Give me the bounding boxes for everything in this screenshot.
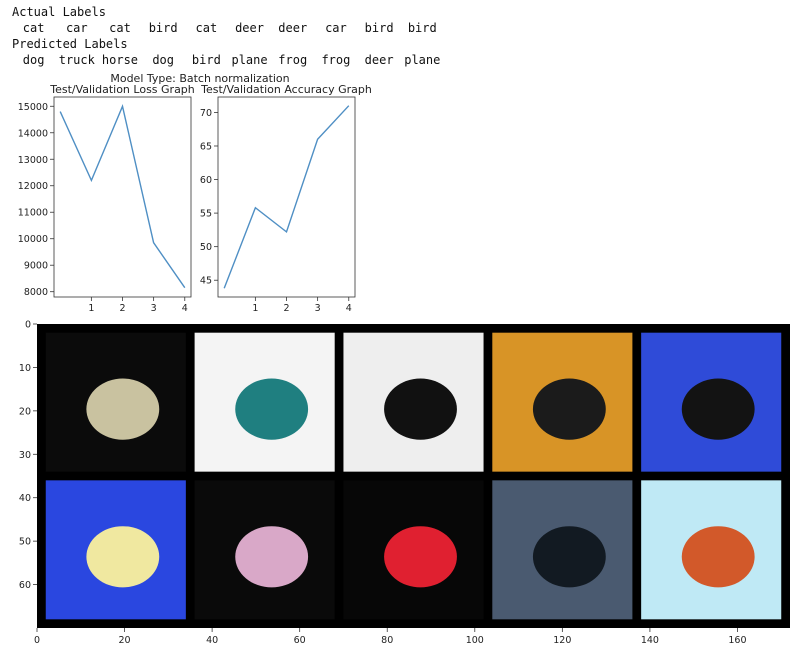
label-actual_labels-4: bird: [148, 21, 178, 35]
label-predicted_labels-8: frog: [321, 53, 351, 67]
grid-y-tick-label: 40: [19, 493, 31, 504]
label-actual_labels-8: car: [325, 21, 347, 35]
x-tick-label: 4: [346, 303, 352, 314]
figure-suptitle: Model Type: Batch normalization: [110, 72, 289, 85]
grid-x-tick-label: 80: [381, 635, 393, 646]
image-cell-1: [45, 332, 186, 472]
y-tick-label: 60: [200, 175, 212, 186]
label-predicted_labels-3: horse: [101, 53, 139, 67]
label-actual_labels-7: deer: [278, 21, 308, 35]
x-tick-label: 1: [252, 303, 258, 314]
image-cell-3: [343, 332, 484, 472]
image-cell-10: [641, 480, 782, 620]
image-cell-5: [641, 332, 782, 472]
x-tick-label: 3: [315, 303, 321, 314]
grid-x-tick-label: 140: [641, 635, 659, 646]
grid-x-tick-label: 20: [119, 635, 131, 646]
y-tick-label: 13000: [18, 155, 48, 166]
image-subject: [384, 378, 457, 440]
x-tick-label: 4: [182, 303, 188, 314]
image-subject: [86, 378, 160, 440]
label-actual_labels-6: deer: [235, 21, 264, 35]
y-tick-label: 12000: [18, 181, 48, 192]
image-subject: [532, 526, 606, 588]
label-actual_labels-2: car: [65, 21, 88, 35]
plot-frame: [217, 96, 356, 298]
image-grid-axes: 0 20 40 60 80 100 120 140 160 0 10 20 30 40 50 60: [19, 320, 790, 646]
label-actual_labels-3: cat: [109, 21, 131, 35]
x-tick-label: 1: [88, 303, 94, 314]
image-cell-9: [492, 480, 633, 620]
grid-x-tick-label: 100: [466, 635, 484, 646]
y-tick-label: 55: [200, 209, 212, 220]
label-predicted_labels-7: frog: [278, 53, 308, 67]
image-subject: [681, 378, 755, 440]
predicted-labels-header: Predicted Labels: [12, 37, 128, 51]
predicted-labels-row: dog truck horse dog bird plane frog frog deer pla…: [12, 52, 444, 68]
series-line: [59, 104, 186, 289]
grid-x-tick-label: 120: [553, 635, 571, 646]
y-tick-label: 8000: [24, 287, 48, 298]
image-cell-7: [194, 480, 335, 620]
image-subject: [86, 526, 160, 588]
y-tick-label: 11000: [18, 208, 48, 219]
label-predicted_labels-6: plane: [231, 53, 268, 67]
y-tick-label: 45: [200, 276, 212, 287]
label-actual_labels-9: bird: [364, 21, 394, 35]
grid-y-tick-label: 20: [19, 406, 31, 417]
grid-y-tick-label: 50: [19, 537, 31, 548]
actual-labels-header: Actual Labels: [12, 5, 106, 19]
image-subject: [532, 378, 606, 440]
chart-title: Test/Validation Accuracy Graph: [200, 83, 372, 96]
grid-x-tick-label: 0: [34, 635, 40, 646]
grid-x-tick-label: 40: [206, 635, 218, 646]
y-tick-label: 10000: [18, 234, 48, 245]
image-cell-8: [343, 480, 484, 620]
y-tick-label: 9000: [24, 261, 48, 272]
label-actual_labels-1: cat: [22, 21, 45, 35]
label-predicted_labels-5: bird: [191, 53, 221, 67]
x-tick-label: 2: [119, 303, 125, 314]
grid-y-tick-label: 60: [19, 580, 31, 591]
y-tick-label: 15000: [18, 102, 48, 113]
image-subject: [235, 526, 309, 588]
chart-2: Test/Validation Accuracy Graph 45 50 55 60 65…: [200, 83, 372, 314]
y-tick-label: 50: [200, 242, 212, 253]
image-cell-2: [194, 332, 335, 472]
image-subject: [235, 378, 309, 440]
series-line: [223, 105, 350, 289]
x-tick-label: 3: [151, 303, 157, 314]
grid-y-tick-label: 30: [19, 450, 31, 461]
y-tick-label: 70: [200, 108, 212, 119]
label-actual_labels-5: cat: [195, 21, 218, 35]
grid-x-tick-label: 160: [728, 635, 746, 646]
image-subject: [384, 526, 457, 588]
y-tick-label: 65: [200, 141, 212, 152]
label-predicted_labels-4: dog: [152, 53, 174, 67]
actual-labels-row: cat car cat bird cat deer deer car bird bird: [12, 20, 444, 36]
label-predicted_labels-1: dog: [22, 53, 45, 67]
y-tick-label: 14000: [18, 128, 48, 139]
label-predicted_labels-2: truck: [58, 53, 95, 67]
x-tick-label: 2: [283, 303, 289, 314]
grid-y-tick-label: 0: [25, 320, 31, 331]
label-predicted_labels-10: plane: [404, 53, 441, 67]
chart-1: Test/Validation Loss Graph 8000 9000 10000 1…: [18, 83, 195, 314]
image-subject: [681, 526, 755, 588]
image-cell-4: [492, 332, 633, 472]
image-cell-6: [45, 480, 186, 620]
grid-y-tick-label: 10: [19, 363, 31, 374]
chart-title: Test/Validation Loss Graph: [49, 83, 195, 96]
label-actual_labels-10: bird: [407, 21, 437, 35]
label-predicted_labels-9: deer: [364, 53, 394, 67]
grid-x-tick-label: 60: [294, 635, 306, 646]
